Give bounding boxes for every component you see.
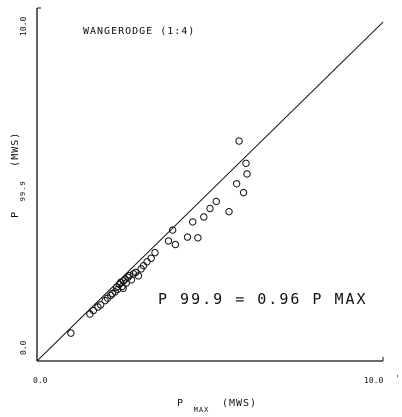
data-points: [67, 137, 251, 337]
fit-line: [36, 21, 384, 362]
x-tick-label-min: 0.0: [33, 376, 48, 385]
data-point: [119, 284, 127, 292]
data-point: [200, 213, 208, 221]
data-point: [242, 159, 250, 168]
chart-title: WANGERODGE (1:4): [83, 26, 195, 37]
y-axis-label: P 99.9 (MWS): [3, 132, 29, 218]
y-tick-label-max: 10.0: [19, 17, 28, 36]
data-point: [164, 237, 173, 245]
data-point: [189, 218, 197, 226]
plot-area: [36, 7, 384, 362]
y-tick-label-min: 0.0: [19, 340, 28, 355]
y-axis-label-subscript: 99.9: [19, 180, 27, 201]
data-point: [183, 233, 192, 241]
data-point: [101, 296, 109, 305]
data-point: [232, 180, 241, 188]
data-point: [206, 204, 214, 213]
data-point: [125, 271, 134, 280]
data-point: [106, 291, 115, 300]
data-point: [129, 270, 138, 278]
y-axis-label-main: P: [10, 211, 21, 218]
data-point: [143, 258, 151, 266]
data-point: [239, 188, 248, 197]
data-point: [171, 240, 180, 249]
data-point: [89, 306, 98, 315]
data-point: [243, 170, 251, 178]
data-point: [147, 254, 155, 262]
data-point: [194, 234, 202, 242]
y-axis-label-unit: (MWS): [10, 132, 21, 167]
data-point: [134, 272, 143, 280]
x-axis-edge-mark: ': [395, 374, 400, 383]
data-point: [67, 329, 75, 337]
x-axis-label-subscript: MAX: [194, 406, 210, 414]
regression-equation: P 99.9 = 0.96 P MAX: [158, 290, 368, 308]
x-axis-label-main: P: [177, 398, 184, 409]
data-point: [111, 288, 119, 296]
x-axis-label: P MAX (MWS): [177, 391, 257, 416]
x-tick-label-max: 10.0: [364, 376, 383, 385]
data-point: [168, 226, 177, 234]
data-point: [151, 248, 159, 257]
x-axis-label-unit: (MWS): [222, 398, 257, 409]
data-point: [225, 207, 233, 216]
data-point: [212, 197, 220, 206]
data-point: [96, 301, 105, 309]
data-point: [235, 137, 243, 145]
